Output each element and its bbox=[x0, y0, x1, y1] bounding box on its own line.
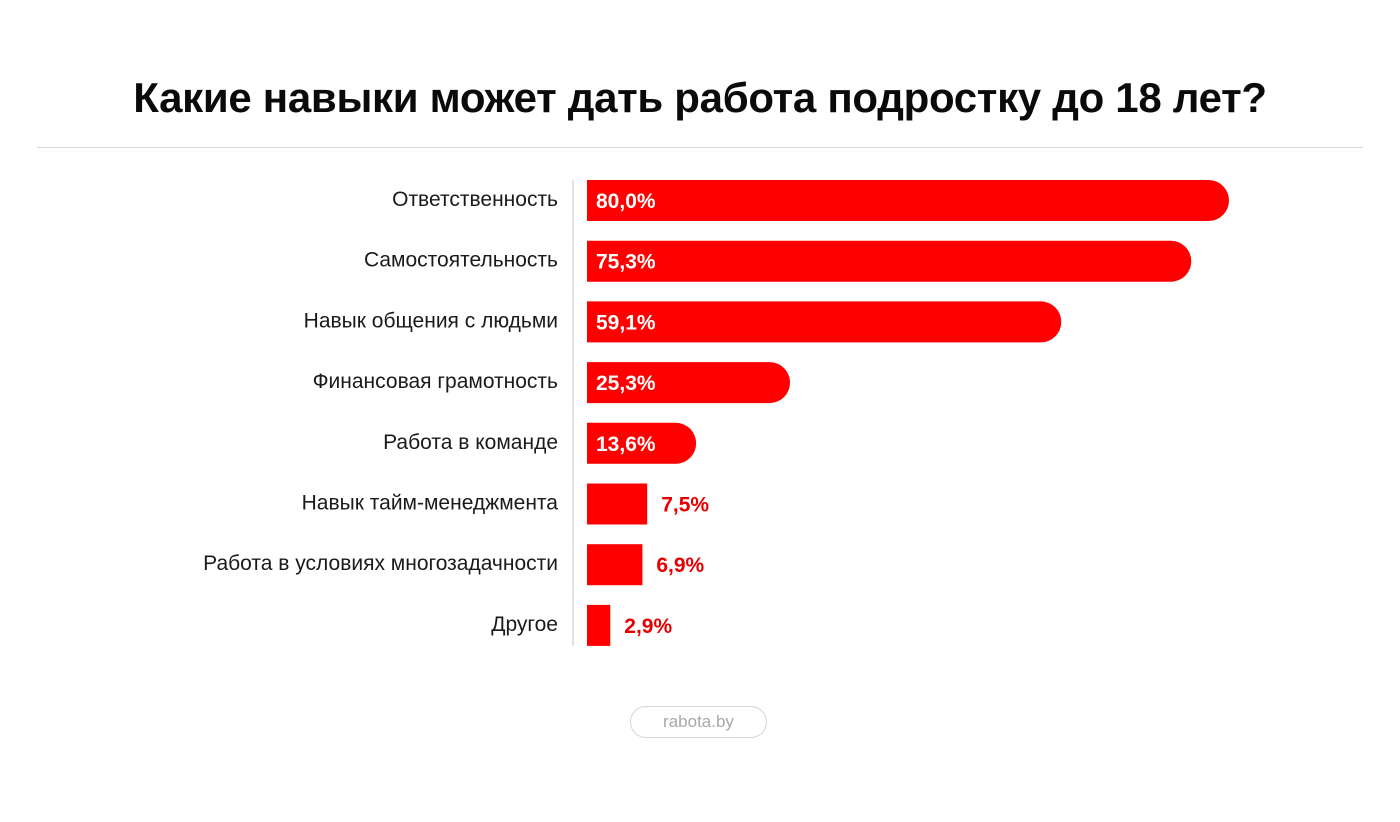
category-label: Навык тайм-менеджмента bbox=[302, 492, 559, 515]
category-label: Работа в команде bbox=[383, 431, 558, 454]
category-label: Другое bbox=[491, 613, 558, 636]
bar bbox=[587, 422, 697, 464]
value-label: 6,9% bbox=[656, 554, 704, 577]
page-title: Какие навыки может дать работа подростку… bbox=[133, 74, 1267, 121]
category-label: Ответственность bbox=[392, 188, 558, 211]
bar bbox=[587, 604, 611, 646]
category-label: Самостоятельность bbox=[364, 249, 558, 272]
bar bbox=[587, 483, 648, 525]
bar bbox=[587, 362, 791, 404]
bar bbox=[587, 180, 1229, 221]
bar-chart-svg: Ответственность 80,0% Самостоятельность 75,… bbox=[203, 180, 1229, 646]
value-label: 25,3% bbox=[596, 372, 656, 395]
value-label: 75,3% bbox=[596, 251, 656, 274]
value-label: 13,6% bbox=[596, 433, 656, 456]
category-label: Работа в условиях многозадачности bbox=[203, 552, 558, 575]
bar bbox=[587, 544, 643, 586]
bar bbox=[587, 240, 1192, 282]
source-badge: rabota.by bbox=[630, 706, 767, 738]
value-label: 7,5% bbox=[661, 494, 709, 517]
category-label: Финансовая грамотность bbox=[313, 370, 558, 393]
value-label: 2,9% bbox=[624, 615, 672, 638]
bar-chart: Ответственность 80,0% Самостоятельность 75,… bbox=[203, 180, 1229, 646]
title-divider bbox=[37, 147, 1363, 148]
value-label: 59,1% bbox=[596, 311, 656, 334]
category-label: Навык общения с людьми bbox=[304, 309, 558, 332]
bar bbox=[587, 301, 1062, 343]
value-label: 80,0% bbox=[596, 190, 656, 213]
